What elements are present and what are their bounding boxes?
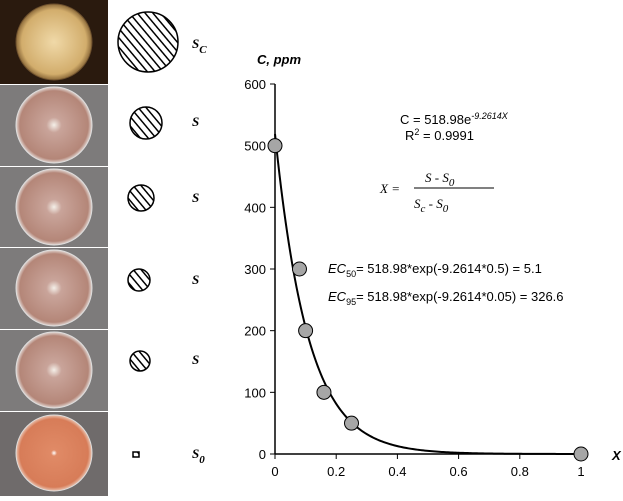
den-b: - S bbox=[425, 196, 443, 211]
y-tick-label: 400 bbox=[244, 200, 266, 215]
label-main: S bbox=[192, 190, 199, 205]
den-a-sub: c bbox=[421, 203, 426, 215]
ec-base: EC bbox=[328, 289, 347, 304]
x-tick-label: 1 bbox=[577, 464, 584, 479]
den-b-sub: 0 bbox=[443, 203, 449, 215]
x-formula-lhs: X = bbox=[379, 181, 400, 196]
label-main: S bbox=[192, 36, 199, 51]
specimen-label: S bbox=[192, 114, 199, 129]
specimen-label: S bbox=[192, 190, 199, 205]
x-axis-title: X bbox=[611, 448, 622, 463]
den-a: S bbox=[414, 196, 421, 211]
x-formula-num: S - S0 bbox=[425, 170, 455, 189]
y-tick-label: 200 bbox=[244, 324, 266, 339]
specimen-label: S bbox=[192, 272, 199, 287]
x-tick-label: 0.2 bbox=[327, 464, 345, 479]
num: S - S bbox=[425, 170, 449, 185]
label-main: S bbox=[192, 272, 199, 287]
x-formula-den: Sc - S0 bbox=[414, 196, 449, 215]
specimen-label: S bbox=[192, 352, 199, 367]
ec-base: EC bbox=[328, 261, 347, 276]
ec95: EC95= 518.98*exp(-9.2614*0.05) = 326.6 bbox=[328, 289, 564, 307]
eq-exp: -9.2614X bbox=[471, 111, 509, 121]
ec-rest: = 518.98*exp(-9.2614*0.05) = 326.6 bbox=[356, 289, 563, 304]
x-tick-label: 0 bbox=[271, 464, 278, 479]
x-tick-label: 0.4 bbox=[388, 464, 406, 479]
y-tick-label: 100 bbox=[244, 385, 266, 400]
ec-sub: 95 bbox=[346, 297, 356, 307]
specimen-label: S0 bbox=[192, 446, 205, 466]
ec-rest: = 518.98*exp(-9.2614*0.5) = 5.1 bbox=[356, 261, 542, 276]
data-point bbox=[344, 415, 359, 431]
y-tick-label: 500 bbox=[244, 139, 266, 154]
ec-sub: 50 bbox=[346, 269, 356, 279]
specimen-label: SC bbox=[192, 36, 207, 56]
label-main: S bbox=[192, 352, 199, 367]
r-squared: R2 = 0.9991 bbox=[405, 127, 474, 143]
data-point bbox=[298, 323, 314, 339]
label-main: S bbox=[192, 114, 199, 129]
r-sup: 2 bbox=[414, 127, 419, 137]
y-tick-label: 300 bbox=[244, 262, 266, 277]
photos bbox=[0, 0, 108, 496]
data-point bbox=[291, 261, 307, 277]
eq-base: C = 518.98e bbox=[400, 112, 471, 127]
data-point bbox=[267, 138, 283, 154]
data-point bbox=[573, 446, 589, 462]
ec50: EC50= 518.98*exp(-9.2614*0.5) = 5.1 bbox=[328, 261, 542, 279]
r-rest: = 0.9991 bbox=[419, 128, 474, 143]
fit-equation: C = 518.98e-9.2614X bbox=[400, 111, 509, 127]
hatch-icons bbox=[117, 11, 179, 458]
x-tick-label: 0.6 bbox=[450, 464, 468, 479]
label-sub: C bbox=[199, 44, 207, 56]
y-tick-label: 0 bbox=[259, 447, 266, 462]
data-point bbox=[316, 384, 332, 400]
y-axis-title: C, ppm bbox=[257, 52, 301, 67]
r-base: R bbox=[405, 128, 414, 143]
label-main: S bbox=[192, 446, 199, 461]
num-sub: 0 bbox=[449, 177, 455, 189]
y-tick-label: 600 bbox=[244, 77, 266, 92]
x-tick-label: 0.8 bbox=[511, 464, 529, 479]
label-sub: 0 bbox=[199, 454, 205, 466]
